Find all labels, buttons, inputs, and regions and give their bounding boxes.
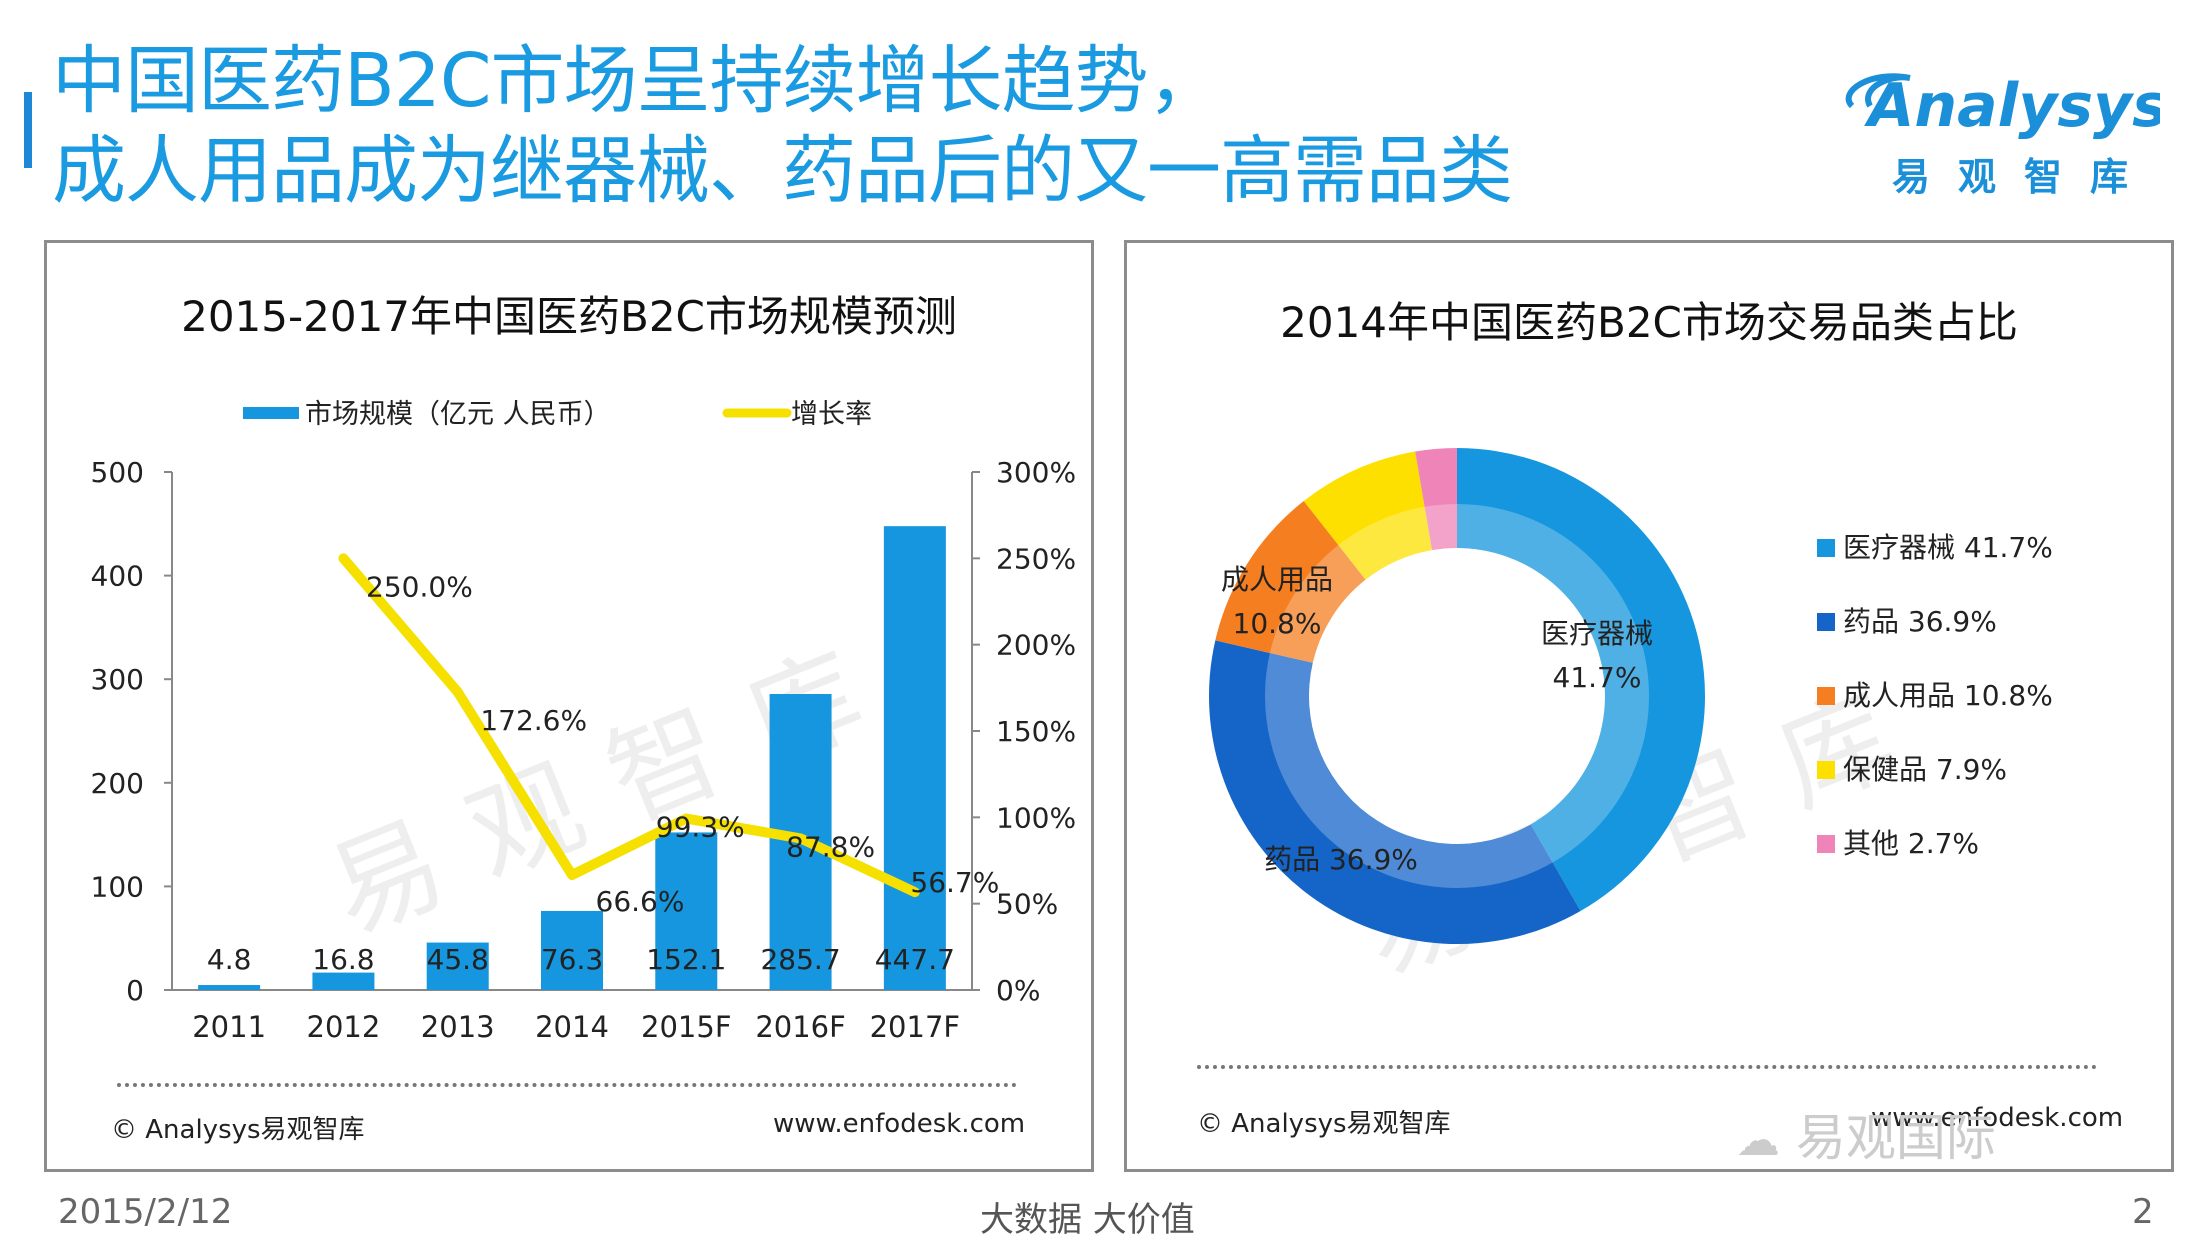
growth-rate-label: 87.8% <box>786 830 875 863</box>
growth-rate-label: 250.0% <box>366 570 473 603</box>
left-y-tick-label: 500 <box>91 456 144 489</box>
bar-2012 <box>312 972 375 990</box>
bar-value-label: 16.8 <box>312 943 374 976</box>
category-share-panel: 2014年中国医药B2C市场交易品类占比 易观智库医疗器械41.7%药品 36.… <box>1124 240 2174 1172</box>
right-y-tick-label: 250% <box>996 542 1076 575</box>
growth-rate-label: 56.7% <box>910 866 999 899</box>
legend-label-成人用品: 成人用品 10.8% <box>1843 679 2053 712</box>
growth-rate-label: 66.6% <box>596 885 685 918</box>
left-y-tick-label: 100 <box>91 870 144 903</box>
x-tick-label: 2014 <box>535 1010 609 1044</box>
legend-swatch-成人用品 <box>1817 687 1835 705</box>
bar-2013 <box>426 942 489 990</box>
slice-label-name: 药品 36.9% <box>1264 843 1418 876</box>
footer-date: 2015/2/12 <box>58 1192 233 1232</box>
donut-slice-医疗器械 <box>1457 448 1705 912</box>
donut-slice-成人用品 <box>1215 501 1366 663</box>
left-url: www.enfodesk.com <box>773 1109 1026 1139</box>
x-tick-label: 2016F <box>755 1010 845 1044</box>
analysys-logo-mark: Analysys <box>1845 71 2168 141</box>
left-footer-divider <box>117 1083 1017 1087</box>
right-y-tick-label: 300% <box>996 456 1076 489</box>
right-y-tick-label: 0% <box>996 974 1040 1007</box>
left-copyright: © Analysys易观智库 <box>111 1115 365 1145</box>
legend-swatch-其他 <box>1817 835 1835 853</box>
wechat-icon: ☁ <box>1736 1115 1780 1166</box>
slice-label-name: 医疗器械 <box>1541 617 1653 650</box>
x-tick-label: 2017F <box>870 1010 960 1044</box>
growth-rate-label: 172.6% <box>480 704 587 737</box>
left-y-tick-label: 0 <box>126 974 144 1007</box>
right-url: www.enfodesk.com <box>1871 1103 2124 1133</box>
donut-slice-保健品 <box>1303 451 1433 580</box>
left-y-tick-label: 200 <box>91 767 144 800</box>
bar-value-label: 447.7 <box>875 943 955 976</box>
x-tick-label: 2011 <box>192 1010 266 1044</box>
wechat-watermark: ☁ 易观国际 <box>1736 1098 1996 1170</box>
donut-slice-药品 <box>1209 640 1581 944</box>
right-y-tick-label: 200% <box>996 629 1076 662</box>
right-y-tick-label: 50% <box>996 888 1058 921</box>
footer-page-number: 2 <box>2132 1192 2154 1232</box>
page-title-line1: 中国医药B2C市场呈持续增长趋势， <box>52 38 1222 124</box>
right-y-tick-label: 100% <box>996 801 1076 834</box>
bar-2011 <box>198 985 261 990</box>
legend-swatch-药品 <box>1817 613 1835 631</box>
logo-subtitle: 易观智库 <box>1892 155 2157 199</box>
legend-swatch-market-size <box>243 407 299 419</box>
donut-chart-title: 2014年中国医药B2C市场交易品类占比 <box>1280 298 2018 347</box>
right-copyright: © Analysys易观智库 <box>1197 1109 1451 1139</box>
right-footer-divider <box>1197 1065 2097 1069</box>
bar-value-label: 152.1 <box>646 943 726 976</box>
bar-chart-title: 2015-2017年中国医药B2C市场规模预测 <box>181 292 957 341</box>
legend-label-药品: 药品 36.9% <box>1843 605 1997 638</box>
x-tick-label: 2012 <box>307 1010 381 1044</box>
slice-label-name: 成人用品 <box>1221 563 1333 596</box>
right-y-tick-label: 150% <box>996 715 1076 748</box>
left-y-tick-label: 300 <box>91 663 144 696</box>
legend-label-market-size: 市场规模（亿元 人民币） <box>305 399 611 430</box>
x-tick-label: 2015F <box>641 1010 731 1044</box>
legend-label-医疗器械: 医疗器械 41.7% <box>1843 531 2053 564</box>
bar-value-label: 285.7 <box>760 943 840 976</box>
bar-2017F <box>883 526 946 990</box>
bar-2015F <box>655 832 718 990</box>
x-tick-label: 2013 <box>421 1010 495 1044</box>
logo-name: Analysys <box>1864 71 2160 141</box>
donut-inner-ring <box>1265 504 1649 888</box>
bar-value-label: 76.3 <box>541 943 603 976</box>
bar-value-label: 4.8 <box>207 943 252 976</box>
page-title: 中国医药B2C市场呈持续增长趋势， 成人用品成为继器械、药品后的又一高需品类 <box>52 36 1513 216</box>
slice-label-value: 41.7% <box>1553 661 1642 694</box>
growth-rate-label: 99.3% <box>656 811 745 844</box>
page-title-line2: 成人用品成为继器械、药品后的又一高需品类 <box>52 128 1513 214</box>
legend-swatch-保健品 <box>1817 761 1835 779</box>
footer-slogan: 大数据 大价值 <box>980 1200 1195 1240</box>
bar-2014 <box>541 910 603 990</box>
legend-label-其他: 其他 2.7% <box>1843 827 1979 860</box>
logo-swoosh <box>1845 73 1911 109</box>
legend-label-保健品: 保健品 7.9% <box>1843 753 2007 786</box>
legend-label-growth-rate: 增长率 <box>791 399 872 430</box>
analysys-logo: Analysys 易观智库 <box>1830 56 2168 206</box>
donut-slice-其他 <box>1415 448 1457 551</box>
growth-rate-line <box>338 553 920 898</box>
left-y-tick-label: 400 <box>91 560 144 593</box>
bar-value-label: 45.8 <box>427 943 489 976</box>
legend-swatch-医疗器械 <box>1817 539 1835 557</box>
title-accent-bar <box>24 92 32 168</box>
wechat-account-name: 易观国际 <box>1795 1109 1996 1167</box>
market-size-panel: 2015-2017年中国医药B2C市场规模预测 易观智库 市场规模（亿元 人民币）… <box>44 240 1094 1172</box>
slice-label-value: 10.8% <box>1233 607 1322 640</box>
